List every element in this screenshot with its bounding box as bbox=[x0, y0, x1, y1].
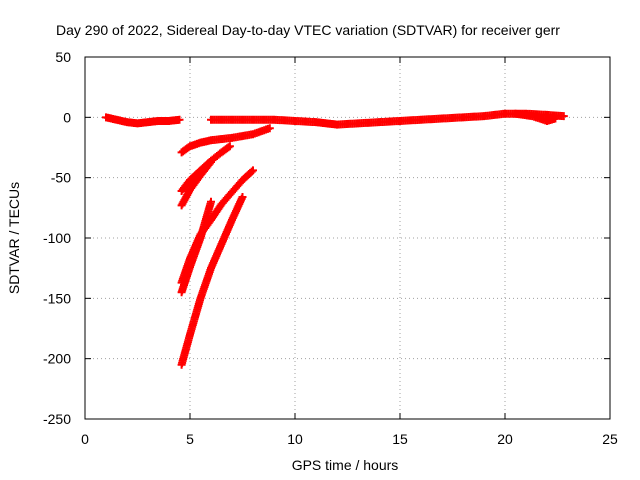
y-axis-title: SDTVAR / TECUs bbox=[6, 182, 22, 294]
x-tick-label: 25 bbox=[602, 431, 618, 447]
axis-ticks: 0 5 10 15 20 25 -250 -200 -150 -100 -50 0 50 bbox=[43, 49, 618, 447]
data-point bbox=[207, 197, 215, 206]
data-point bbox=[207, 157, 215, 166]
data-point bbox=[551, 114, 560, 123]
x-tick-label: 0 bbox=[81, 431, 89, 447]
data-point bbox=[225, 142, 234, 151]
data-points bbox=[102, 109, 568, 369]
x-tick-label: 15 bbox=[392, 431, 408, 447]
y-tick-label: -250 bbox=[43, 411, 71, 427]
y-tick-label: -50 bbox=[51, 170, 71, 186]
data-point bbox=[175, 115, 184, 124]
x-axis-title: GPS time / hours bbox=[292, 457, 399, 473]
data-point bbox=[247, 167, 256, 176]
chart-title: Day 290 of 2022, Sidereal Day-to-day VTE… bbox=[56, 22, 560, 38]
y-tick-label: -150 bbox=[43, 290, 71, 306]
data-point bbox=[224, 143, 233, 152]
data-point bbox=[249, 166, 257, 175]
x-tick-label: 5 bbox=[186, 431, 194, 447]
y-tick-label: -200 bbox=[43, 351, 71, 367]
data-point bbox=[265, 124, 274, 133]
data-point bbox=[238, 192, 247, 201]
y-tick-label: 50 bbox=[55, 49, 71, 65]
data-point bbox=[205, 159, 214, 168]
data-point bbox=[559, 112, 568, 121]
y-tick-label: -100 bbox=[43, 230, 71, 246]
x-tick-label: 10 bbox=[287, 431, 303, 447]
x-tick-label: 20 bbox=[497, 431, 513, 447]
y-tick-label: 0 bbox=[63, 109, 71, 125]
